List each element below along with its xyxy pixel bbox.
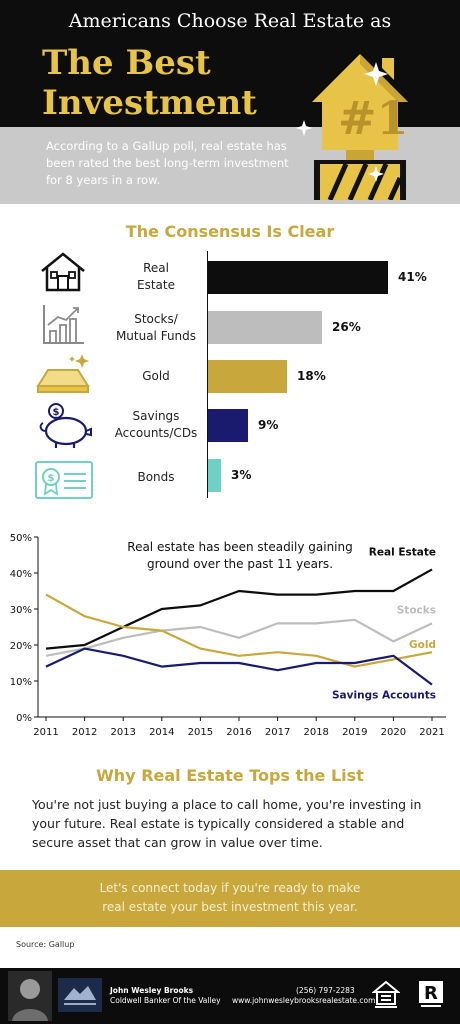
- equal-housing-icon: [372, 980, 400, 1008]
- x-tick-label: 2019: [342, 727, 367, 738]
- bar-label-real-estate: Real Estate: [137, 261, 175, 292]
- bar-real-estate: [208, 261, 388, 294]
- line-chart: 0% 10% 20% 30% 40% 50% 2011 2012 2013 2014 2015 201…: [10, 533, 446, 738]
- agent-company: Coldwell Banker Of the Valley: [110, 996, 221, 1005]
- x-tick-label: 2013: [110, 727, 135, 738]
- cta-banner: [0, 870, 460, 927]
- agent-photo: [8, 971, 52, 1021]
- cta-text: Let's connect today if you're ready to m…: [99, 881, 361, 914]
- bar-value-gold: 18%: [297, 369, 326, 383]
- header-top-line: Americans Choose Real Estate as: [68, 10, 392, 32]
- bar-value-real-estate: 41%: [398, 270, 427, 284]
- y-tick-label: 10%: [10, 677, 32, 688]
- stock-chart-icon: [43, 305, 84, 344]
- header-description: According to a Gallup poll, real estate …: [46, 139, 289, 187]
- series-line-gold: [45, 593, 433, 668]
- bar-label-bonds: Bonds: [137, 470, 175, 484]
- y-tick-label: 0%: [16, 713, 32, 724]
- y-tick-label: 50%: [10, 533, 32, 544]
- x-tick-label: 2011: [33, 727, 58, 738]
- bar-savings: [208, 409, 248, 442]
- x-tick-label: 2017: [265, 727, 290, 738]
- house-icon: [41, 252, 85, 292]
- bar-value-bonds: 3%: [231, 468, 252, 482]
- series-label-gold: Gold: [409, 639, 436, 651]
- bar-axis-line: [207, 251, 208, 498]
- agent-name: John Wesley Brooks: [110, 986, 194, 995]
- bar-gold: [208, 360, 287, 393]
- x-tick-label: 2016: [226, 727, 251, 738]
- bar-label-stocks: Stocks/Mutual Funds: [115, 312, 197, 343]
- sparkle-icon: [364, 62, 388, 86]
- series-line-stocks: [45, 618, 433, 657]
- series-label-stocks: Stocks: [397, 604, 436, 616]
- svg-text:$: $: [53, 407, 60, 418]
- bar-value-stocks: 26%: [332, 320, 361, 334]
- sparkle-icon: [296, 120, 312, 136]
- x-tick-label: 2015: [188, 727, 213, 738]
- bar-value-savings: 9%: [258, 418, 279, 432]
- header-title-line-2: Investment: [42, 83, 257, 123]
- chart-annotation-line-1: Real estate has been steadily gaining: [127, 540, 352, 554]
- agent-phone[interactable]: (256) 797-2283: [296, 986, 355, 995]
- badge-number: #1: [338, 91, 409, 145]
- y-tick-label: 30%: [10, 605, 32, 616]
- source-note: Source: Gallup: [16, 940, 75, 949]
- bar-label-gold: Gold: [142, 369, 170, 383]
- house-trophy-icon: #1: [296, 54, 409, 200]
- x-tick-label: 2012: [72, 727, 97, 738]
- consensus-title: The Consensus Is Clear: [125, 222, 335, 241]
- why-title: Why Real Estate Tops the List: [96, 766, 364, 785]
- svg-text:$: $: [48, 473, 55, 484]
- why-body-text: You're not just buying a place to call h…: [32, 797, 422, 850]
- piggy-bank-icon: $: [39, 403, 92, 448]
- series-label-real-estate: Real Estate: [369, 546, 436, 558]
- bar-stocks: [208, 311, 322, 344]
- series-line-savings-accounts: [45, 647, 433, 686]
- bond-certificate-icon: $: [35, 461, 93, 499]
- svg-text:R: R: [424, 983, 438, 1004]
- x-tick-label: 2018: [303, 727, 328, 738]
- x-tick-label: 2020: [381, 727, 406, 738]
- x-tick-label: 2021: [419, 727, 444, 738]
- sparkle-icon: [368, 166, 384, 182]
- realtor-icon: R: [419, 981, 443, 1007]
- series-line-real-estate: [45, 568, 433, 650]
- y-tick-label: 40%: [10, 569, 32, 580]
- bar-label-savings: Savings Accounts/CDs: [114, 409, 198, 440]
- bar-bonds: [208, 459, 221, 492]
- company-logo: [58, 978, 102, 1012]
- series-label-savings-accounts: Savings Accounts: [332, 690, 436, 702]
- gold-bar-icon: [36, 354, 90, 393]
- agent-website[interactable]: www.johnwesleybrooksrealestate.com: [232, 996, 376, 1005]
- header-title-line-1: The Best: [42, 43, 211, 83]
- x-tick-label: 2014: [149, 727, 174, 738]
- chart-annotation-line-2: ground over the past 11 years.: [147, 557, 333, 571]
- y-tick-label: 20%: [10, 641, 32, 652]
